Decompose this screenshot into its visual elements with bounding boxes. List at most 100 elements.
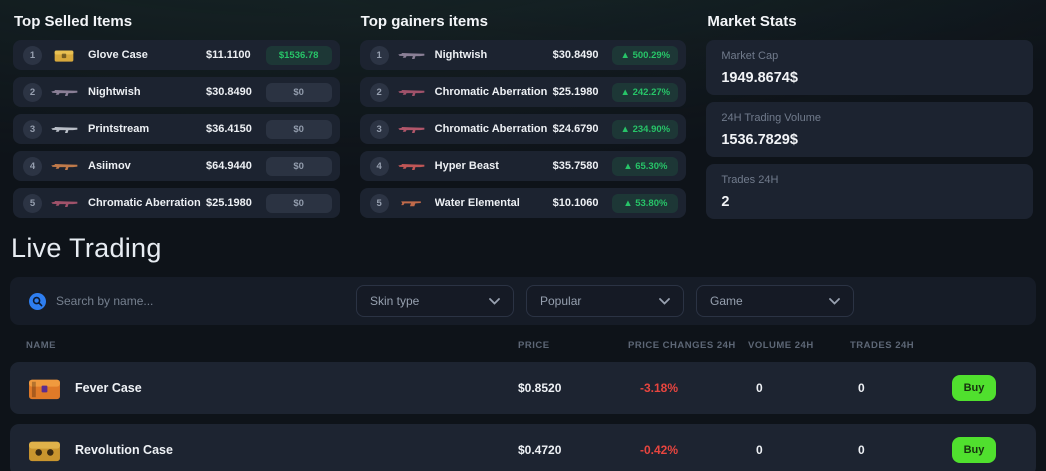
filter-skin-type[interactable]: Skin type bbox=[356, 285, 514, 317]
item-name: Hyper Beast bbox=[434, 160, 499, 172]
row-name: Fever Case bbox=[75, 381, 142, 395]
search-icon bbox=[29, 292, 46, 310]
row-price: $0.8520 bbox=[518, 381, 562, 395]
market-stats-panel: Market Stats Market Cap 1949.8674$ 24H T… bbox=[706, 11, 1033, 226]
top-selled-panel: Top Selled Items 1 Glove Case $11.1100 $… bbox=[13, 11, 340, 226]
filter-label: Game bbox=[710, 294, 743, 308]
rank-badge: 4 bbox=[369, 156, 389, 176]
item-price: $25.1980 bbox=[552, 86, 599, 98]
stat-label: 24H Trading Volume bbox=[721, 112, 821, 124]
item-price: $24.6790 bbox=[552, 123, 599, 135]
row-volume: 0 bbox=[756, 443, 763, 457]
top-gainers-panel: Top gainers items 1 Nightwish $30.8490 ▲… bbox=[359, 11, 687, 226]
item-name: Chromatic Aberration bbox=[88, 197, 201, 209]
chevron-down-icon bbox=[829, 297, 840, 305]
buy-button[interactable]: Buy bbox=[952, 437, 996, 463]
rank-badge: 3 bbox=[23, 119, 42, 139]
stat-card-trading-volume: 24H Trading Volume 1536.7829$ bbox=[706, 102, 1033, 157]
header-price-changes: PRICE CHANGES 24H bbox=[628, 339, 736, 351]
top-selled-item-5[interactable]: 5 Chromatic Aberration $25.1980 $0 bbox=[13, 188, 340, 218]
rank-badge: 5 bbox=[23, 193, 42, 213]
chevron-down-icon bbox=[659, 297, 670, 305]
case-icon bbox=[26, 374, 63, 403]
item-price: $30.8490 bbox=[206, 86, 252, 98]
case-icon bbox=[49, 47, 79, 63]
filter-label: Skin type bbox=[370, 294, 420, 308]
item-badge: $0 bbox=[265, 119, 332, 139]
item-badge: ▲ 500.29% bbox=[612, 45, 679, 65]
item-badge: ▲ 53.80% bbox=[612, 193, 679, 213]
item-price: $30.8490 bbox=[552, 49, 599, 61]
chevron-down-icon bbox=[489, 297, 500, 305]
header-trades: TRADES 24H bbox=[850, 339, 915, 351]
table-row-fever-case[interactable]: Fever Case $0.8520 -3.18% 0 0 Buy bbox=[10, 362, 1036, 414]
rank-badge: 4 bbox=[23, 156, 42, 176]
table-row-revolution-case[interactable]: Revolution Case $0.4720 -0.42% 0 0 Buy bbox=[10, 424, 1036, 471]
item-name: Chromatic Aberration bbox=[434, 123, 548, 135]
item-badge: ▲ 234.90% bbox=[612, 119, 679, 139]
item-name: Printstream bbox=[88, 123, 150, 135]
item-price: $25.1980 bbox=[206, 197, 252, 209]
buy-button[interactable]: Buy bbox=[952, 375, 996, 401]
row-price-change: -3.18% bbox=[640, 381, 679, 395]
top-selled-item-3[interactable]: 3 Printstream $36.4150 $0 bbox=[13, 114, 340, 144]
panel-title: Top gainers items bbox=[360, 13, 488, 30]
case-icon bbox=[26, 436, 63, 465]
row-price: $0.4720 bbox=[518, 443, 562, 457]
top-selled-item-1[interactable]: 1 Glove Case $11.1100 $1536.78 bbox=[13, 40, 340, 70]
panel-title: Market Stats bbox=[707, 13, 797, 30]
row-name: Revolution Case bbox=[75, 443, 173, 457]
item-name: Chromatic Aberration bbox=[434, 86, 548, 98]
top-selled-item-2[interactable]: 2 Nightwish $30.8490 $0 bbox=[13, 77, 340, 107]
row-price-change: -0.42% bbox=[640, 443, 679, 457]
rank-badge: 2 bbox=[23, 82, 42, 102]
filter-label: Popular bbox=[540, 294, 582, 308]
item-badge: ▲ 65.30% bbox=[612, 156, 679, 176]
rifle-icon bbox=[396, 161, 426, 172]
item-name: Nightwish bbox=[88, 86, 141, 98]
top-panels: Top Selled Items 1 Glove Case $11.1100 $… bbox=[0, 0, 1046, 226]
item-badge: $0 bbox=[265, 193, 332, 213]
top-selled-item-4[interactable]: 4 Asiimov $64.9440 $0 bbox=[13, 151, 340, 181]
rank-badge: 3 bbox=[369, 119, 389, 139]
filter-bar: Skin type Popular Game bbox=[10, 277, 1036, 325]
search-input[interactable] bbox=[56, 294, 306, 308]
item-name: Water Elemental bbox=[434, 197, 520, 209]
item-price: $35.7580 bbox=[552, 160, 599, 172]
rifle-icon bbox=[396, 87, 426, 98]
row-volume: 0 bbox=[756, 381, 763, 395]
top-gainers-item-2[interactable]: 2 Chromatic Aberration $25.1980 ▲ 242.27… bbox=[359, 77, 687, 107]
header-name: NAME bbox=[26, 339, 56, 351]
item-badge: ▲ 242.27% bbox=[612, 82, 679, 102]
item-name: Glove Case bbox=[88, 49, 148, 61]
rank-badge: 2 bbox=[369, 82, 389, 102]
rifle-icon bbox=[49, 198, 79, 209]
stat-label: Trades 24H bbox=[721, 174, 779, 186]
stat-value: 1536.7829$ bbox=[721, 132, 798, 148]
rank-badge: 1 bbox=[369, 45, 389, 65]
top-gainers-item-4[interactable]: 4 Hyper Beast $35.7580 ▲ 65.30% bbox=[359, 151, 687, 181]
top-gainers-item-1[interactable]: 1 Nightwish $30.8490 ▲ 500.29% bbox=[359, 40, 687, 70]
table-header: NAME PRICE PRICE CHANGES 24H VOLUME 24H … bbox=[10, 334, 1036, 356]
filter-game[interactable]: Game bbox=[696, 285, 854, 317]
stat-card-trades-24h: Trades 24H 2 bbox=[706, 164, 1033, 219]
live-trading-title: Live Trading bbox=[11, 233, 162, 263]
header-volume: VOLUME 24H bbox=[748, 339, 814, 351]
top-gainers-item-5[interactable]: 5 Water Elemental $10.1060 ▲ 53.80% bbox=[359, 188, 687, 218]
search-box[interactable] bbox=[22, 292, 356, 310]
panel-title: Top Selled Items bbox=[14, 13, 133, 30]
rifle-icon bbox=[396, 50, 426, 61]
top-gainers-item-3[interactable]: 3 Chromatic Aberration $24.6790 ▲ 234.90… bbox=[359, 114, 687, 144]
rifle-icon bbox=[396, 124, 426, 135]
header-price: PRICE bbox=[518, 339, 550, 351]
rifle-icon bbox=[49, 124, 79, 135]
row-trades: 0 bbox=[858, 443, 865, 457]
item-price: $64.9440 bbox=[206, 160, 252, 172]
item-badge: $0 bbox=[265, 82, 332, 102]
item-price: $36.4150 bbox=[206, 123, 252, 135]
filter-popular[interactable]: Popular bbox=[526, 285, 684, 317]
row-trades: 0 bbox=[858, 381, 865, 395]
rifle-icon bbox=[49, 87, 79, 98]
stat-value: 2 bbox=[721, 194, 730, 210]
item-badge: $1536.78 bbox=[265, 45, 332, 65]
